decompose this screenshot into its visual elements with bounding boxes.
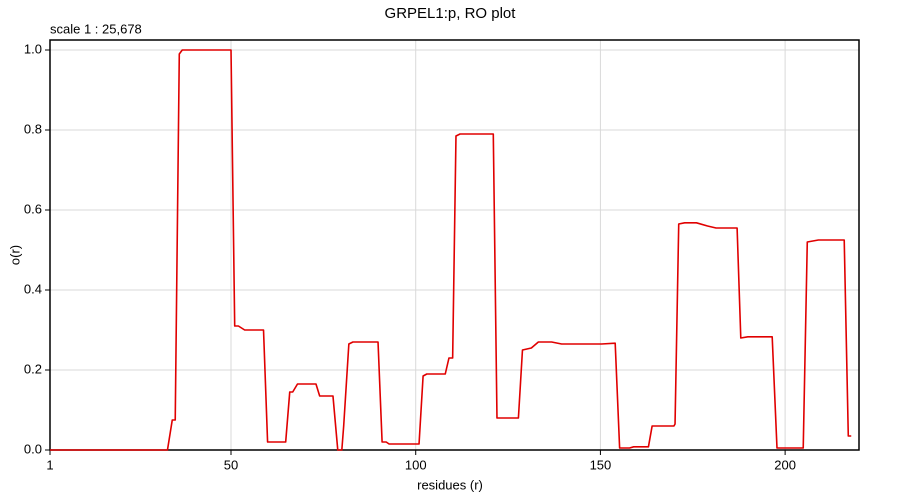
y-tick-label: 0.0: [24, 441, 42, 456]
x-tick-label: 50: [224, 457, 238, 472]
x-tick-label: 1: [46, 457, 53, 472]
data-line: [50, 49, 852, 451]
x-tick-label: 100: [405, 457, 427, 472]
chart-title: GRPEL1:p, RO plot: [385, 5, 517, 22]
scale-annotation: scale 1 : 25,678: [50, 21, 142, 36]
y-tick-label: 0.4: [24, 281, 42, 296]
y-tick-label: 0.2: [24, 361, 42, 376]
y-tick-label: 1.0: [24, 41, 42, 56]
x-axis-label: residues (r): [417, 477, 483, 492]
plot-frame: [49, 39, 860, 451]
y-tick-label: 0.6: [24, 201, 42, 216]
x-tick-label: 150: [590, 457, 612, 472]
x-tick-label: 200: [774, 457, 796, 472]
y-axis-label: o(r): [7, 245, 22, 265]
y-tick-label: 0.8: [24, 121, 42, 136]
